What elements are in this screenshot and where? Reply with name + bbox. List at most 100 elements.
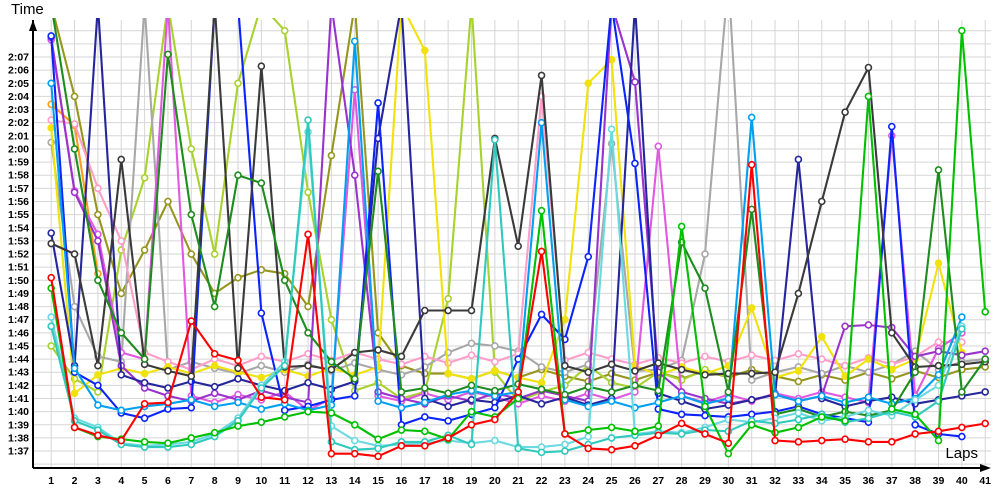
data-point xyxy=(747,420,756,429)
data-point xyxy=(677,430,686,438)
data-point xyxy=(140,174,149,182)
data-point xyxy=(514,394,523,403)
data-point xyxy=(561,440,569,449)
y-tick-label: 2:03 xyxy=(8,104,29,116)
x-tick-label: 22 xyxy=(536,475,548,487)
x-tick-label: 26 xyxy=(629,475,641,487)
data-point xyxy=(887,122,896,131)
data-point xyxy=(817,197,826,206)
data-point xyxy=(654,386,663,395)
data-point xyxy=(817,392,826,400)
data-point xyxy=(304,230,312,239)
data-point xyxy=(934,371,943,379)
y-tick-label: 1:41 xyxy=(8,393,29,405)
data-point xyxy=(187,317,196,325)
data-point xyxy=(444,369,452,378)
y-tick-label: 1:55 xyxy=(8,209,29,221)
data-point xyxy=(234,356,242,365)
y-tick-label: 1:50 xyxy=(8,275,29,287)
y-tick-label: 2:01 xyxy=(8,130,29,142)
series-line xyxy=(50,118,963,454)
data-point xyxy=(328,1,334,7)
x-tick-label: 32 xyxy=(769,475,781,487)
data-point xyxy=(841,322,849,331)
data-point xyxy=(420,441,429,450)
data-point xyxy=(444,294,452,303)
data-point xyxy=(958,313,966,321)
data-point xyxy=(117,289,126,298)
data-point xyxy=(94,184,102,193)
data-point xyxy=(934,427,943,436)
data-point xyxy=(327,151,336,160)
data-point xyxy=(491,403,499,412)
x-tick-label: 5 xyxy=(142,475,148,487)
data-point xyxy=(584,444,593,453)
data-point xyxy=(94,381,102,390)
x-tick-label: 17 xyxy=(419,475,431,487)
data-point xyxy=(654,431,663,440)
y-axis-arrow-icon xyxy=(29,20,37,31)
data-point xyxy=(397,426,406,434)
data-point xyxy=(864,321,873,329)
y-tick-label: 1:42 xyxy=(8,380,29,392)
x-tick-label: 16 xyxy=(396,475,408,487)
data-point xyxy=(841,108,849,116)
data-point xyxy=(609,1,615,7)
x-tick-label: 9 xyxy=(235,475,241,487)
data-point xyxy=(165,1,171,7)
data-point xyxy=(467,407,476,416)
data-point xyxy=(467,375,476,383)
data-point xyxy=(210,350,219,358)
series-yellow xyxy=(47,18,966,398)
data-point xyxy=(47,342,56,350)
data-point xyxy=(864,355,873,363)
data-point xyxy=(164,398,172,407)
data-point xyxy=(444,402,452,411)
data-point xyxy=(187,403,196,412)
data-point xyxy=(981,347,990,356)
data-point xyxy=(981,308,990,316)
data-point xyxy=(887,438,896,446)
data-point xyxy=(280,276,289,285)
series-line xyxy=(50,40,963,412)
data-point xyxy=(327,409,336,417)
data-point xyxy=(654,359,663,367)
data-point xyxy=(491,436,499,445)
data-point xyxy=(94,388,102,396)
series-magenta xyxy=(47,18,966,415)
data-point xyxy=(677,410,686,419)
data-point xyxy=(958,432,966,441)
data-point xyxy=(491,342,499,350)
data-point xyxy=(234,171,242,180)
data-point xyxy=(491,135,499,144)
data-point xyxy=(584,426,593,434)
data-point xyxy=(235,1,241,7)
data-point xyxy=(140,369,149,378)
x-tick-label: 20 xyxy=(489,475,501,487)
data-point xyxy=(210,361,219,370)
data-point xyxy=(958,423,966,432)
data-point xyxy=(467,381,476,390)
y-tick-label: 1:59 xyxy=(8,157,29,169)
data-point xyxy=(747,376,756,384)
data-point xyxy=(607,445,616,454)
series-pink xyxy=(47,92,966,374)
data-point xyxy=(514,444,523,453)
data-point xyxy=(747,351,756,359)
data-point xyxy=(420,46,429,55)
x-tick-label: 12 xyxy=(302,475,314,487)
data-point xyxy=(701,430,709,438)
y-tick-label: 2:07 xyxy=(8,52,29,64)
y-tick-label: 1:58 xyxy=(8,170,29,182)
data-point xyxy=(234,398,242,407)
data-point xyxy=(724,449,733,458)
y-tick-label: 2:04 xyxy=(8,91,29,103)
data-point xyxy=(187,250,196,258)
data-point xyxy=(70,364,79,373)
data-point xyxy=(280,413,289,421)
data-point xyxy=(701,411,709,420)
data-point xyxy=(561,315,569,324)
data-point xyxy=(958,325,966,333)
data-point xyxy=(70,250,79,258)
data-point xyxy=(117,155,126,164)
